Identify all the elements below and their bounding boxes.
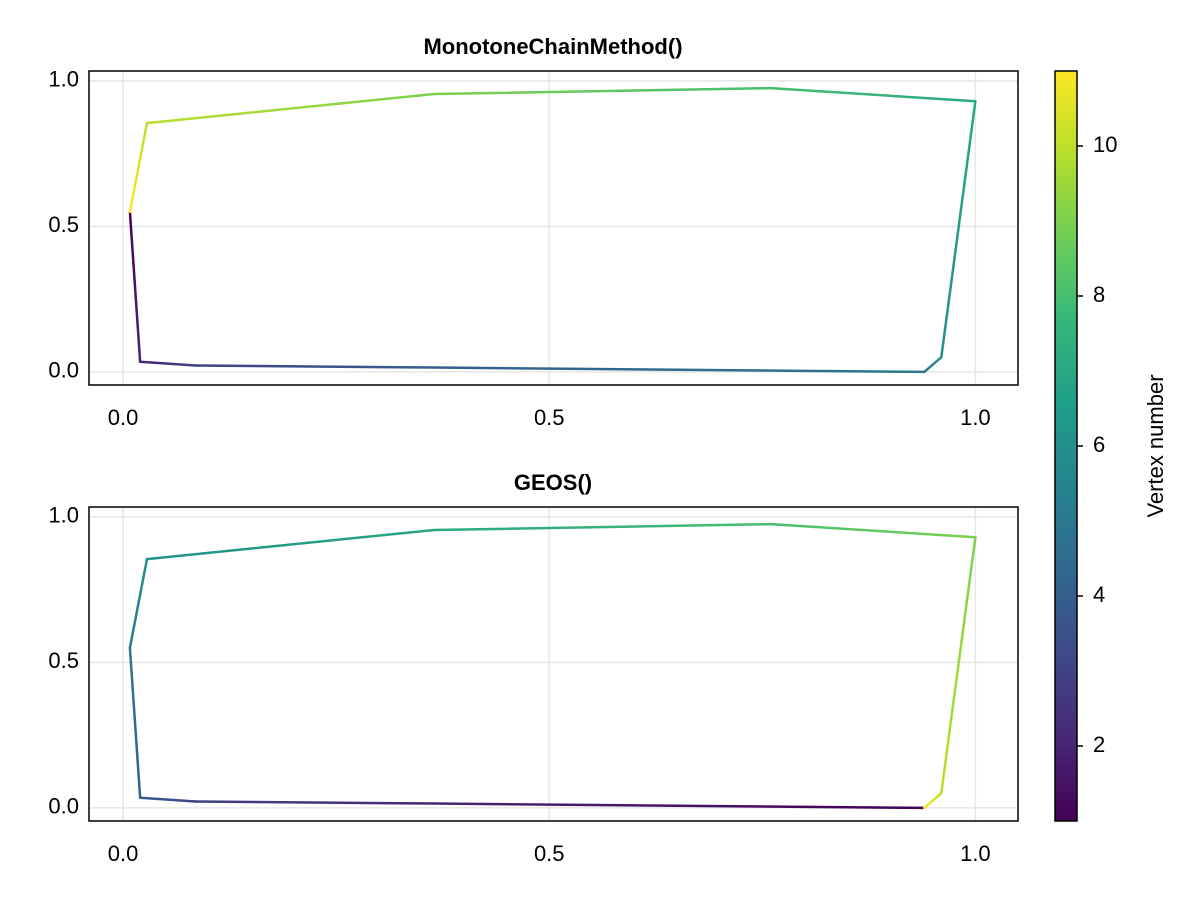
line-segment bbox=[138, 360, 197, 367]
x-tick-label: 1.0 bbox=[960, 405, 991, 430]
line-segment bbox=[138, 796, 197, 803]
colorbar-label: Vertex number bbox=[1143, 374, 1168, 517]
x-tick-label: 0.5 bbox=[534, 841, 565, 866]
line-segment bbox=[128, 210, 142, 363]
colorbar bbox=[1054, 70, 1078, 822]
y-tick-label: 0.0 bbox=[48, 794, 79, 819]
line-segment bbox=[432, 366, 926, 374]
x-tick-label: 0.5 bbox=[534, 405, 565, 430]
line-segment bbox=[922, 792, 943, 810]
line-segment bbox=[432, 802, 926, 810]
line-segment bbox=[128, 121, 149, 214]
line-segment bbox=[769, 522, 977, 539]
line-segment bbox=[145, 92, 436, 125]
line-segment bbox=[128, 557, 149, 650]
colorbar-tick-label: 2 bbox=[1093, 732, 1105, 757]
x-tick-label: 1.0 bbox=[960, 841, 991, 866]
y-tick-label: 1.0 bbox=[48, 503, 79, 528]
line-segment bbox=[769, 86, 977, 103]
line-segment bbox=[922, 356, 943, 374]
colorbar-tick-label: 6 bbox=[1093, 432, 1105, 457]
line-segment bbox=[145, 528, 436, 561]
colorbar-tick-label: 10 bbox=[1093, 132, 1117, 157]
line-segment bbox=[432, 522, 773, 532]
line-segment bbox=[128, 646, 142, 799]
axes-frame bbox=[88, 506, 1019, 822]
colorbar-tick-label: 8 bbox=[1093, 282, 1105, 307]
y-tick-label: 0.5 bbox=[48, 648, 79, 673]
colorbar-tick-label: 4 bbox=[1093, 582, 1105, 607]
axes-frame bbox=[88, 70, 1019, 386]
y-tick-label: 0.0 bbox=[48, 358, 79, 383]
line-segment bbox=[940, 100, 977, 359]
chart-title: MonotoneChainMethod() bbox=[423, 34, 682, 59]
line-segment bbox=[194, 800, 436, 805]
y-tick-label: 0.5 bbox=[48, 212, 79, 237]
x-tick-label: 0.0 bbox=[108, 405, 139, 430]
y-tick-label: 1.0 bbox=[48, 67, 79, 92]
line-segment bbox=[432, 86, 773, 96]
line-segment bbox=[194, 364, 436, 369]
line-segment bbox=[940, 536, 977, 795]
chart-title: GEOS() bbox=[514, 470, 592, 495]
x-tick-label: 0.0 bbox=[108, 841, 139, 866]
